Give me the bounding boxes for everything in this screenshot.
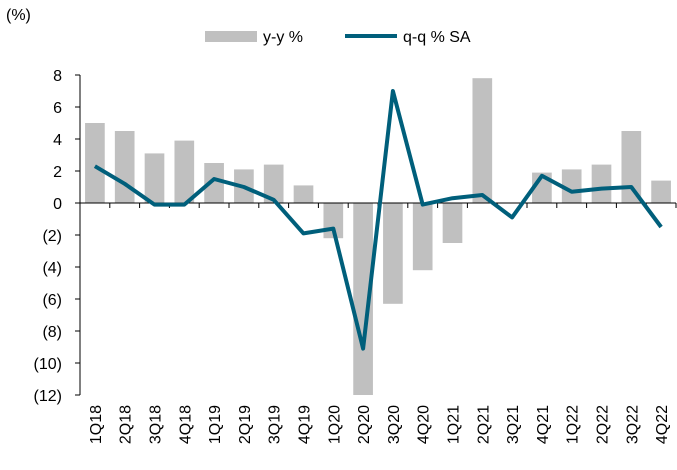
- y-tick-label: (8): [42, 324, 62, 341]
- x-tick-label: 4Q21: [535, 405, 552, 444]
- bar: [144, 153, 165, 203]
- x-tick-label: 2Q18: [118, 405, 135, 444]
- legend-swatch: [205, 31, 257, 42]
- y-tick-label: 0: [53, 196, 62, 213]
- bar: [412, 203, 433, 271]
- x-tick-label: 1Q20: [326, 405, 343, 444]
- bar: [383, 203, 403, 304]
- x-tick-label: 1Q22: [565, 405, 582, 444]
- bar: [651, 180, 671, 203]
- y-tick-label: (6): [42, 292, 62, 309]
- x-tick-label: 4Q22: [654, 405, 671, 444]
- x-tick-label: 1Q19: [207, 405, 224, 444]
- bar: [561, 169, 582, 203]
- bar: [293, 185, 314, 203]
- x-tick-label: 3Q21: [505, 405, 522, 444]
- bar: [85, 123, 105, 203]
- bar: [353, 203, 373, 395]
- y-axis-unit: (%): [6, 7, 31, 24]
- x-tick-label: 3Q18: [148, 405, 165, 444]
- x-tick-label: 4Q19: [297, 405, 314, 444]
- bar: [621, 131, 642, 203]
- bar: [114, 131, 135, 203]
- x-tick-label: 2Q19: [237, 405, 254, 444]
- y-tick-label: (4): [42, 260, 62, 277]
- bar: [591, 164, 612, 203]
- y-tick-label: (10): [34, 356, 62, 373]
- x-tick-label: 2Q22: [595, 405, 612, 444]
- x-tick-label: 3Q22: [624, 405, 641, 444]
- x-tick-label: 3Q20: [386, 405, 403, 444]
- y-tick-label: (12): [34, 388, 62, 405]
- bar: [442, 203, 463, 243]
- bar: [263, 164, 284, 203]
- y-tick-label: (2): [42, 228, 62, 245]
- line: [93, 89, 663, 351]
- x-tick-label: 4Q18: [177, 405, 194, 444]
- bar: [174, 140, 195, 203]
- legend-label: y-y %: [263, 29, 303, 46]
- x-tick-label: 3Q19: [267, 405, 284, 444]
- bar: [204, 163, 224, 203]
- x-tick-label: 2Q20: [356, 405, 373, 444]
- x-tick-label: 1Q21: [446, 405, 463, 444]
- x-tick-label: 2Q21: [475, 405, 492, 444]
- legend-label: q-q % SA: [403, 29, 471, 46]
- y-tick-label: 2: [53, 164, 62, 181]
- y-tick-label: 8: [53, 68, 62, 85]
- x-tick-label: 4Q20: [416, 405, 433, 444]
- y-tick-label: 6: [53, 100, 62, 117]
- x-tick-label: 1Q18: [88, 405, 105, 444]
- bar: [472, 78, 493, 203]
- y-tick-label: 4: [53, 132, 62, 149]
